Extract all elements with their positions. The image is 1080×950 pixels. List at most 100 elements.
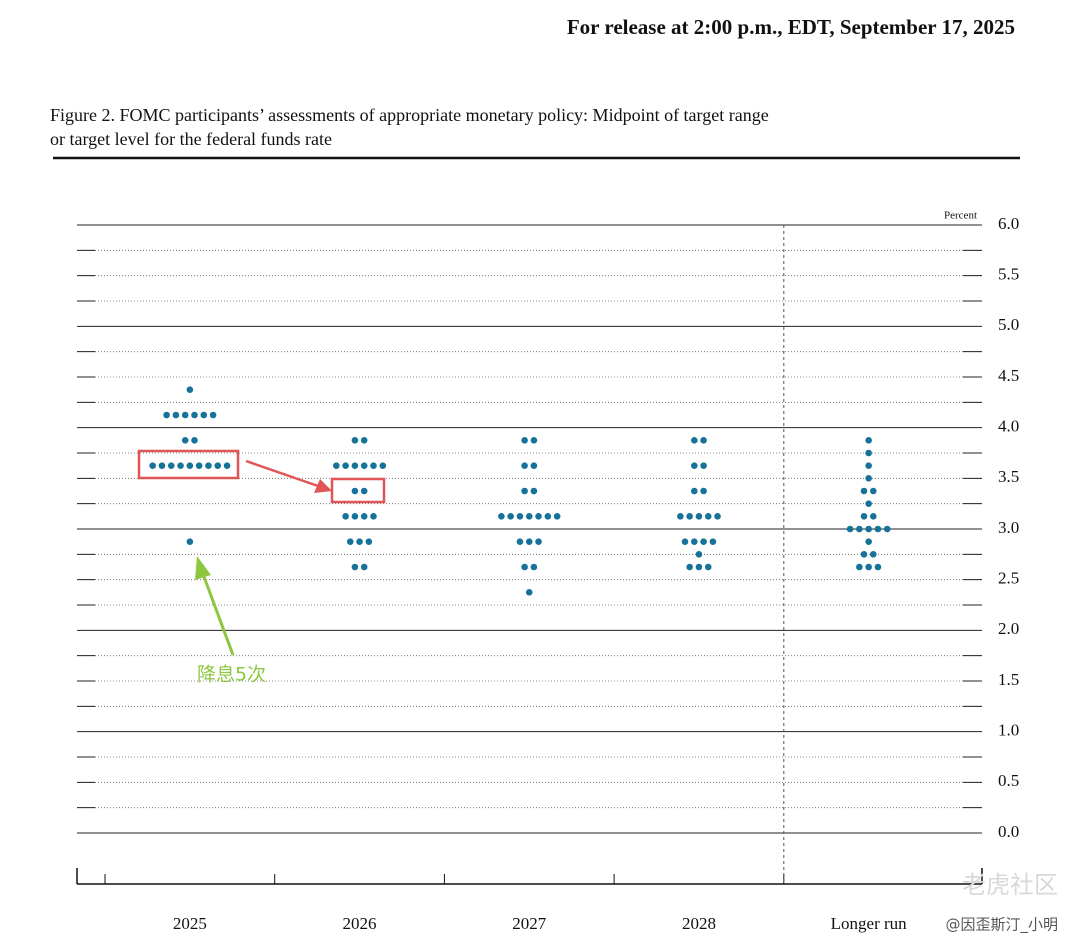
dot	[870, 551, 877, 558]
dot	[177, 462, 184, 469]
dot	[530, 437, 538, 444]
dot	[521, 437, 528, 444]
dot	[700, 437, 707, 444]
arrow	[201, 573, 235, 656]
arrow	[245, 459, 319, 488]
dot	[521, 487, 528, 495]
dot	[865, 563, 872, 571]
dot	[209, 411, 217, 419]
dot	[200, 411, 208, 419]
dot	[516, 538, 524, 545]
dot	[356, 538, 363, 545]
y-tick-label: 3.5	[998, 467, 1019, 486]
y-tick-label: 3.0	[998, 518, 1019, 537]
dot	[360, 437, 368, 444]
dot	[167, 462, 175, 469]
dot	[181, 411, 189, 419]
dot	[360, 487, 368, 495]
dot	[535, 513, 542, 520]
arrow-head	[195, 556, 211, 580]
arrow-head	[314, 479, 332, 493]
dot	[498, 513, 505, 520]
dot	[195, 462, 203, 469]
dot	[553, 513, 561, 520]
y-tick-label: 0.5	[998, 771, 1019, 790]
x-tick-label: Longer run	[831, 914, 908, 933]
dot	[525, 589, 533, 596]
x-tick-label: 2028	[682, 914, 716, 933]
dot	[714, 513, 721, 520]
dot	[883, 525, 891, 533]
dot	[530, 563, 538, 571]
dot	[365, 538, 373, 545]
y-tick-label: 0.0	[998, 822, 1019, 841]
dot	[691, 487, 698, 495]
dot	[856, 525, 863, 533]
dot	[149, 462, 156, 469]
dot	[342, 513, 349, 520]
dot	[691, 538, 698, 545]
dot	[191, 437, 198, 444]
dot	[186, 538, 194, 545]
dot	[865, 525, 872, 533]
watermark-logo: 老虎社区	[962, 871, 1058, 899]
dot	[507, 513, 514, 520]
dot	[535, 538, 542, 545]
dot	[870, 513, 877, 520]
y-tick-label: 6.0	[998, 214, 1019, 233]
dot	[223, 462, 231, 469]
dot	[342, 462, 349, 469]
dot	[521, 563, 528, 571]
dot	[695, 513, 703, 520]
dot	[214, 462, 222, 469]
y-tick-label: 2.0	[998, 619, 1019, 638]
plot-area: 0.0 0.5 1.0 1.5 2.0 2.5 3.0 3.5 4.0 4.5 5.0 5.5 6.0 2…	[76, 214, 1019, 933]
dot	[686, 563, 693, 571]
dot	[695, 563, 703, 571]
dot	[205, 462, 212, 469]
dot	[865, 437, 872, 444]
x-tick-label: 2026	[343, 914, 377, 933]
dot	[360, 513, 368, 520]
dot	[677, 513, 684, 520]
dot	[186, 462, 194, 469]
y-tick-label: 1.5	[998, 670, 1019, 689]
highlight-box	[330, 477, 386, 504]
dot	[351, 487, 359, 495]
dot	[181, 437, 189, 444]
dot	[856, 563, 863, 571]
dot	[874, 563, 882, 571]
dot	[370, 513, 377, 520]
dot	[351, 437, 359, 444]
dot	[704, 563, 712, 571]
dot	[333, 462, 340, 469]
watermark-handle: @因歪斯汀_小明	[945, 916, 1058, 935]
dot	[370, 462, 377, 469]
dot	[525, 538, 533, 545]
y-tick-label: 5.5	[998, 265, 1019, 284]
dot	[695, 551, 703, 558]
dot	[351, 563, 359, 571]
dot	[870, 487, 877, 495]
y-unit: Percent	[944, 210, 977, 222]
dot	[351, 513, 359, 520]
highlight-box	[137, 449, 240, 480]
dot	[865, 538, 872, 545]
dot	[686, 513, 693, 520]
dot	[865, 462, 872, 469]
dot	[865, 475, 872, 482]
y-tick-label: 2.5	[998, 569, 1019, 588]
release-header: For release at 2:00 p.m., EDT, September…	[567, 15, 1015, 39]
dot	[700, 462, 707, 469]
dot	[172, 411, 180, 419]
dot	[544, 513, 552, 520]
dot	[346, 538, 354, 545]
dot	[709, 538, 717, 545]
y-tick-label: 1.0	[998, 721, 1019, 740]
dot	[846, 525, 854, 533]
dot	[691, 462, 698, 469]
dot	[186, 386, 194, 393]
dot	[530, 487, 538, 495]
